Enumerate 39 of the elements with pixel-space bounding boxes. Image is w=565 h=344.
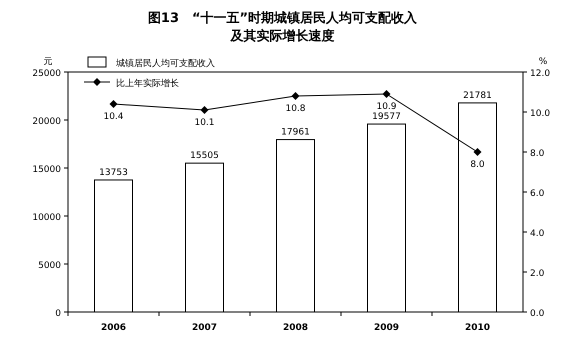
data-label: 17961: [281, 128, 310, 138]
chart-title: 图13 “十一五”时期城镇居民人均可支配收入: [148, 10, 418, 26]
y-tick-label: 10000: [32, 213, 62, 223]
y-tick-label: 0: [55, 309, 62, 319]
y-tick-label: 5000: [38, 261, 62, 271]
data-label: 10.8: [285, 104, 306, 114]
data-label: 8.0: [470, 160, 485, 170]
y2-axis-title: %: [538, 57, 548, 67]
y2-tick-label: 4.0: [530, 229, 545, 239]
x-tick-label: 2006: [100, 323, 126, 333]
data-label: 15505: [190, 151, 219, 162]
point: [474, 148, 482, 156]
chart-subtitle: 及其实际增长速度: [230, 28, 334, 44]
point: [110, 100, 118, 108]
legend-label: 城镇居民人均可支配收入: [115, 58, 215, 69]
data-label: 10.1: [194, 118, 215, 128]
x-tick-label: 2007: [192, 323, 218, 333]
y-tick-label: 15000: [32, 165, 62, 175]
x-tick-label: 2009: [374, 323, 400, 333]
point: [382, 90, 390, 98]
data-label: 10.4: [103, 112, 124, 122]
y2-tick-label: 12.0: [530, 69, 550, 79]
y2-tick-label: 0.0: [530, 309, 545, 319]
y2-tick-label: 10.0: [530, 109, 550, 119]
data-label: 10.9: [376, 102, 397, 112]
y2-tick-label: 8.0: [530, 149, 545, 159]
y2-tick-label: 6.0: [530, 189, 545, 199]
y2-tick-label: 2.0: [530, 269, 545, 279]
data-label: 13753: [99, 168, 128, 178]
data-label: 21781: [463, 90, 492, 101]
point: [292, 92, 300, 100]
point: [200, 106, 208, 114]
x-tick-label: 2008: [282, 323, 308, 333]
data-label: 19577: [372, 112, 401, 122]
y-tick-label: 20000: [32, 117, 62, 127]
legend-label: 比上年实际增长: [116, 78, 179, 89]
y-axis-title: 元: [44, 56, 52, 67]
x-tick-label: 2010: [464, 323, 490, 333]
y-tick-label: 25000: [32, 69, 62, 79]
